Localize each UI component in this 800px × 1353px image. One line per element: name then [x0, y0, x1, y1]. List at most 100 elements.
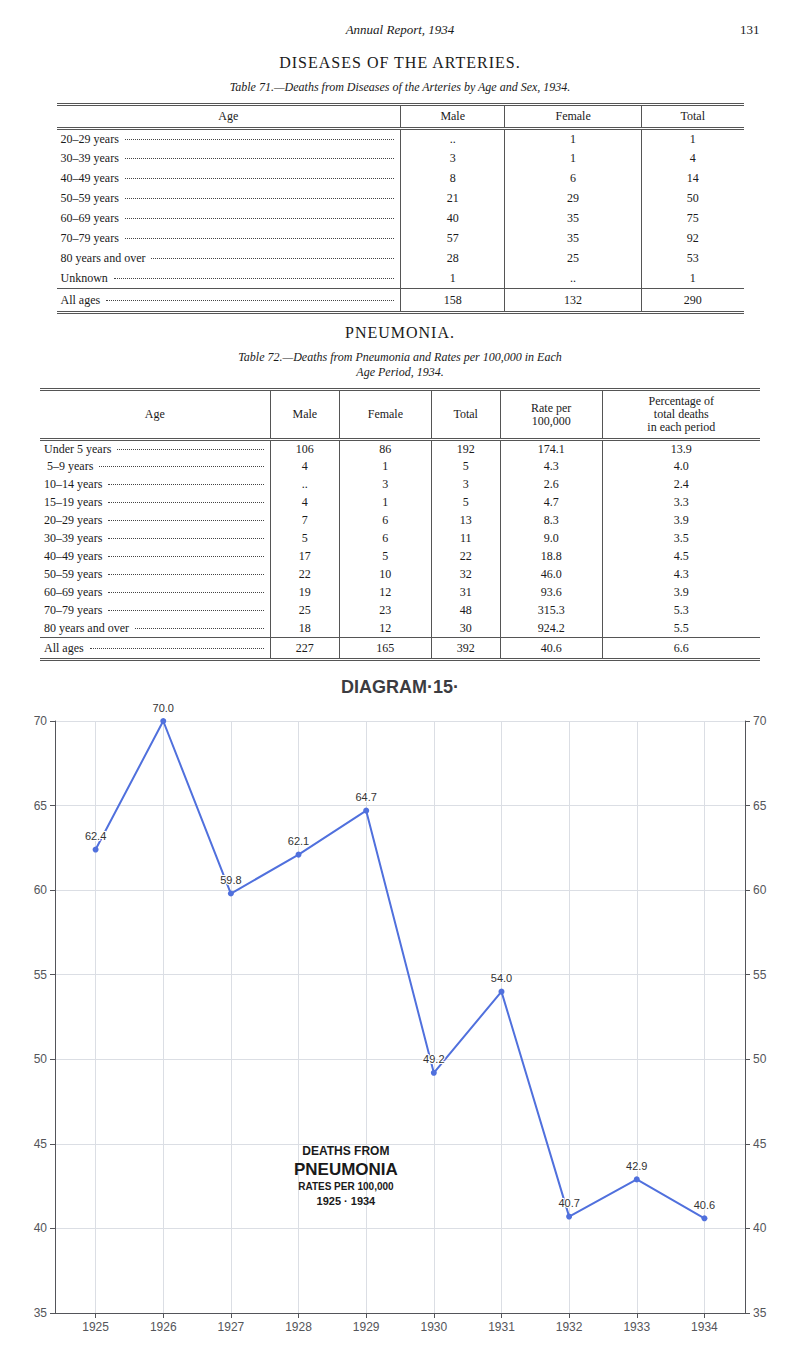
- html-text:in each period: in each period: [647, 420, 716, 434]
- html-text:50–59 years: 50–59 years: [60, 191, 119, 205]
- html-text:Table 72.—Deaths from Pneumoni: Table 72.—Deaths from Pneumonia and Rate…: [238, 350, 562, 364]
- svg-text:65: 65: [753, 799, 767, 813]
- html-text:total deaths: total deaths: [653, 407, 709, 421]
- svg-text:54.0: 54.0: [491, 972, 512, 984]
- html-text:3.3: 3.3: [673, 495, 689, 509]
- svg-text:50: 50: [753, 1052, 767, 1066]
- html-text:392: 392: [456, 640, 475, 655]
- html-text:192: 192: [456, 441, 475, 456]
- html-text:174.1: 174.1: [537, 441, 565, 456]
- html-text:30–39 years: 30–39 years: [60, 151, 119, 165]
- html-text:Total: Total: [453, 407, 478, 421]
- svg-text:DIAGRAM·15·: DIAGRAM·15·: [341, 677, 459, 697]
- svg-text:1929: 1929: [353, 1320, 380, 1334]
- svg-text:1933: 1933: [623, 1320, 650, 1334]
- svg-text:1930: 1930: [420, 1320, 447, 1334]
- svg-text:70: 70: [34, 714, 48, 728]
- svg-text:55: 55: [34, 968, 48, 982]
- svg-text:RATES PER 100,000: RATES PER 100,000: [298, 1181, 394, 1192]
- html-text:70–79 years: 70–79 years: [60, 231, 119, 245]
- html-text:DISEASES OF THE ARTERIES.: DISEASES OF THE ARTERIES.: [279, 54, 521, 71]
- html-text:132: 132: [564, 292, 583, 307]
- html-text:100,000: 100,000: [531, 413, 571, 428]
- html-text:Age: Age: [144, 407, 165, 421]
- svg-text:1925: 1925: [82, 1320, 109, 1334]
- html-text:2.6: 2.6: [543, 477, 559, 491]
- html-text:106: 106: [295, 441, 314, 456]
- svg-text:40.6: 40.6: [694, 1199, 715, 1211]
- svg-text:1934: 1934: [691, 1320, 718, 1334]
- html-text:4.3: 4.3: [543, 459, 559, 473]
- html-text:4.7: 4.7: [543, 495, 559, 509]
- html-text:290: 290: [683, 292, 702, 307]
- svg-text:1931: 1931: [488, 1320, 515, 1334]
- html-text:8.3: 8.3: [543, 513, 559, 527]
- svg-text:45: 45: [34, 1137, 48, 1151]
- html-text:5–9 years: 5–9 years: [44, 459, 94, 473]
- html-text:227: 227: [295, 640, 314, 655]
- html-text:80 years and over: 80 years and over: [44, 620, 129, 635]
- svg-text:35: 35: [753, 1306, 767, 1320]
- html-text:Table 71.—Deaths from Diseases: Table 71.—Deaths from Diseases of the Ar…: [229, 80, 571, 94]
- html-text:Age Period, 1934.: Age Period, 1934.: [356, 365, 444, 379]
- html-text:6.6: 6.6: [673, 640, 689, 655]
- html-text:All ages: All ages: [60, 292, 101, 307]
- html-text:Unknown: Unknown: [60, 270, 108, 285]
- svg-text:1928: 1928: [285, 1320, 312, 1334]
- html-text:158: 158: [443, 292, 462, 307]
- html-text:131: 131: [740, 22, 760, 37]
- svg-text:65: 65: [34, 799, 48, 813]
- svg-text:59.8: 59.8: [220, 874, 241, 886]
- html-text:40.6: 40.6: [540, 640, 562, 655]
- html-text:PNEUMONIA.: PNEUMONIA.: [345, 324, 455, 341]
- html-text:10–14 years: 10–14 years: [44, 477, 103, 491]
- svg-text:45: 45: [753, 1137, 767, 1151]
- svg-text:60: 60: [34, 883, 48, 897]
- svg-text:1926: 1926: [150, 1320, 177, 1334]
- svg-text:PNEUMONIA: PNEUMONIA: [294, 1160, 398, 1179]
- html-text:Under 5 years: Under 5 years: [44, 441, 112, 456]
- svg-text:50: 50: [34, 1052, 48, 1066]
- html-text:Female: Female: [367, 407, 403, 421]
- html-text:Age: Age: [218, 109, 239, 123]
- svg-text:60: 60: [753, 883, 767, 897]
- svg-text:62.1: 62.1: [288, 835, 309, 847]
- html-text:20–29 years: 20–29 years: [60, 131, 119, 146]
- html-text:924.2: 924.2: [537, 620, 565, 635]
- html-text:60–69 years: 60–69 years: [60, 211, 119, 225]
- html-text:All ages: All ages: [44, 640, 84, 655]
- svg-text:1925 · 1934: 1925 · 1934: [317, 1195, 377, 1207]
- html-text:80 years and over: 80 years and over: [60, 251, 146, 265]
- svg-text:64.7: 64.7: [355, 791, 376, 803]
- html-text:3.9: 3.9: [673, 513, 689, 527]
- svg-text:40: 40: [753, 1221, 767, 1235]
- svg-text:40: 40: [34, 1221, 48, 1235]
- html-text:Total: Total: [680, 109, 705, 123]
- html-text:Rate per: Rate per: [531, 400, 572, 415]
- svg-text:55: 55: [753, 968, 767, 982]
- html-text:13.9: 13.9: [670, 441, 692, 456]
- svg-text:70.0: 70.0: [153, 702, 174, 714]
- svg-text:1932: 1932: [556, 1320, 583, 1334]
- html-text:30–39 years: 30–39 years: [44, 531, 103, 545]
- html-text:2.4: 2.4: [673, 477, 689, 491]
- svg-text:70: 70: [753, 714, 767, 728]
- html-text:20–29 years: 20–29 years: [44, 513, 103, 527]
- html-text:15–19 years: 15–19 years: [44, 495, 103, 509]
- svg-text:35: 35: [34, 1306, 48, 1320]
- html-text:Male: Male: [292, 407, 318, 421]
- svg-text:40.7: 40.7: [558, 1197, 579, 1209]
- html-text:Male: Male: [440, 109, 465, 123]
- svg-text:DEATHS FROM: DEATHS FROM: [302, 1144, 389, 1158]
- html-text:Annual Report, 1934: Annual Report, 1934: [345, 22, 455, 37]
- html-text:165: 165: [376, 640, 395, 655]
- svg-text:1927: 1927: [218, 1320, 245, 1334]
- html-text:Female: Female: [555, 109, 591, 123]
- svg-text:42.9: 42.9: [626, 1160, 647, 1172]
- svg-text:62.4: 62.4: [85, 830, 106, 842]
- svg-text:49.2: 49.2: [423, 1053, 444, 1065]
- html-text:Percentage of: Percentage of: [648, 394, 715, 408]
- html-text:40–49 years: 40–49 years: [60, 171, 119, 185]
- html-text:5.5: 5.5: [673, 620, 689, 635]
- html-text:4.0: 4.0: [673, 459, 689, 473]
